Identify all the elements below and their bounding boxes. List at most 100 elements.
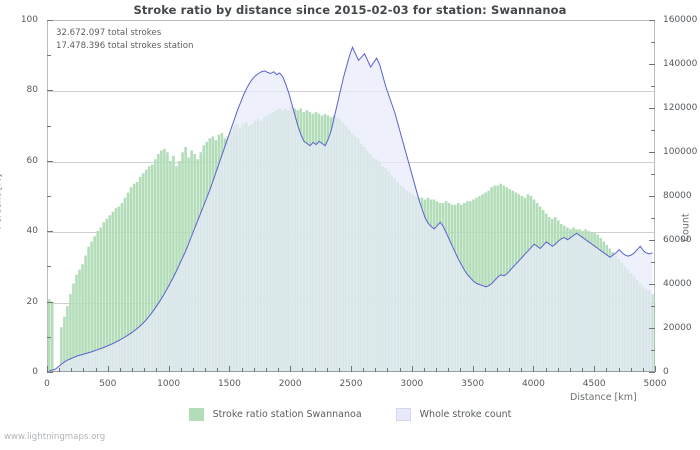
tick-mark [651, 86, 655, 87]
tick-mark [47, 196, 51, 197]
tick-mark [651, 218, 655, 219]
tick-mark [290, 366, 291, 372]
tick-mark [521, 368, 522, 372]
bar [129, 187, 133, 371]
area-series [49, 47, 653, 371]
tick-mark [181, 368, 182, 372]
tick-mark [412, 366, 413, 372]
bar [93, 236, 96, 371]
tick-mark [339, 368, 340, 372]
tick-mark [655, 366, 656, 372]
chart-legend: Stroke ratio station Swannanoa Whole str… [0, 408, 700, 421]
legend-label-stroke-ratio: Stroke ratio station Swannanoa [212, 409, 362, 420]
y-axis-label-left: Percent [%] [0, 173, 4, 230]
tick-mark [460, 368, 461, 372]
legend-item-whole-stroke-count[interactable]: Whole stroke count [395, 408, 511, 421]
bar [163, 148, 166, 371]
bar [90, 241, 93, 371]
bar [105, 218, 109, 371]
x-tick-label: 0 [44, 379, 50, 389]
tick-mark [631, 368, 632, 372]
tick-mark [649, 20, 655, 21]
bar [108, 215, 112, 371]
tick-mark [217, 368, 218, 372]
tick-mark [649, 64, 655, 65]
tick-mark [619, 368, 620, 372]
tick-mark [229, 366, 230, 372]
x-tick-label: 2000 [278, 379, 302, 389]
bar [63, 316, 66, 371]
tick-mark [375, 368, 376, 372]
tick-mark [278, 368, 279, 372]
bar [102, 222, 106, 371]
y-tick-label-left: 60 [26, 155, 38, 166]
tick-mark [651, 350, 655, 351]
tick-mark [651, 174, 655, 175]
y-tick-label-left: 100 [20, 15, 38, 25]
footer-watermark: www.lightningmaps.org [4, 432, 106, 442]
bar [84, 255, 87, 371]
tick-mark [71, 368, 72, 372]
tick-mark [351, 366, 352, 372]
tick-mark [448, 368, 449, 372]
bar [493, 185, 496, 371]
bar [478, 196, 481, 371]
tick-mark [327, 368, 328, 372]
bar [111, 211, 115, 371]
x-tick-label: 500 [99, 379, 117, 389]
tick-mark [485, 368, 486, 372]
y-tick-label-right: 80000 [663, 191, 692, 201]
bar [484, 192, 487, 371]
x-tick-label: 1500 [217, 379, 241, 389]
y-tick-label-right: 20000 [663, 323, 692, 333]
bar [150, 164, 154, 371]
y-tick-label-left: 0 [32, 367, 38, 377]
y-tick-label-right: 40000 [663, 279, 692, 289]
tick-mark [315, 368, 316, 372]
chart-annotations: 32.672.097 total strokes 17.478.396 tota… [56, 27, 194, 52]
tick-mark [649, 152, 655, 153]
x-axis-label: Distance [km] [570, 392, 637, 403]
bar [144, 169, 148, 371]
tick-mark [47, 231, 53, 232]
y-tick-label-right: 100000 [663, 147, 698, 157]
tick-mark [144, 368, 145, 372]
bar [157, 154, 160, 371]
plot-area: 32.672.097 total strokes 17.478.396 tota… [47, 20, 655, 372]
tick-mark [387, 368, 388, 372]
bar [166, 152, 169, 371]
tick-mark [47, 20, 53, 21]
tick-mark [424, 368, 425, 372]
bar [123, 197, 127, 371]
bar [50, 301, 54, 371]
bar [66, 306, 69, 371]
tick-mark [169, 366, 170, 372]
bar [481, 194, 484, 371]
legend-swatch-whole-stroke-count [395, 408, 411, 421]
bar [487, 190, 490, 371]
x-tick-label: 3500 [461, 379, 485, 389]
tick-mark [59, 368, 60, 372]
tick-mark [436, 368, 437, 372]
tick-mark [302, 368, 303, 372]
tick-mark [651, 130, 655, 131]
bar [153, 159, 157, 371]
tick-mark [649, 284, 655, 285]
tick-mark [47, 55, 51, 56]
tick-mark [47, 126, 51, 127]
legend-item-stroke-ratio[interactable]: Stroke ratio station Swannanoa [188, 408, 362, 421]
tick-mark [156, 368, 157, 372]
tick-mark [266, 368, 267, 372]
tick-mark [83, 368, 84, 372]
tick-mark [649, 328, 655, 329]
bar [160, 150, 163, 371]
bar [135, 182, 139, 371]
bar [81, 264, 84, 371]
tick-mark [47, 161, 53, 162]
bar [87, 246, 90, 371]
tick-mark [651, 42, 655, 43]
bar [120, 203, 124, 371]
bar [114, 208, 118, 371]
bar [169, 161, 172, 371]
